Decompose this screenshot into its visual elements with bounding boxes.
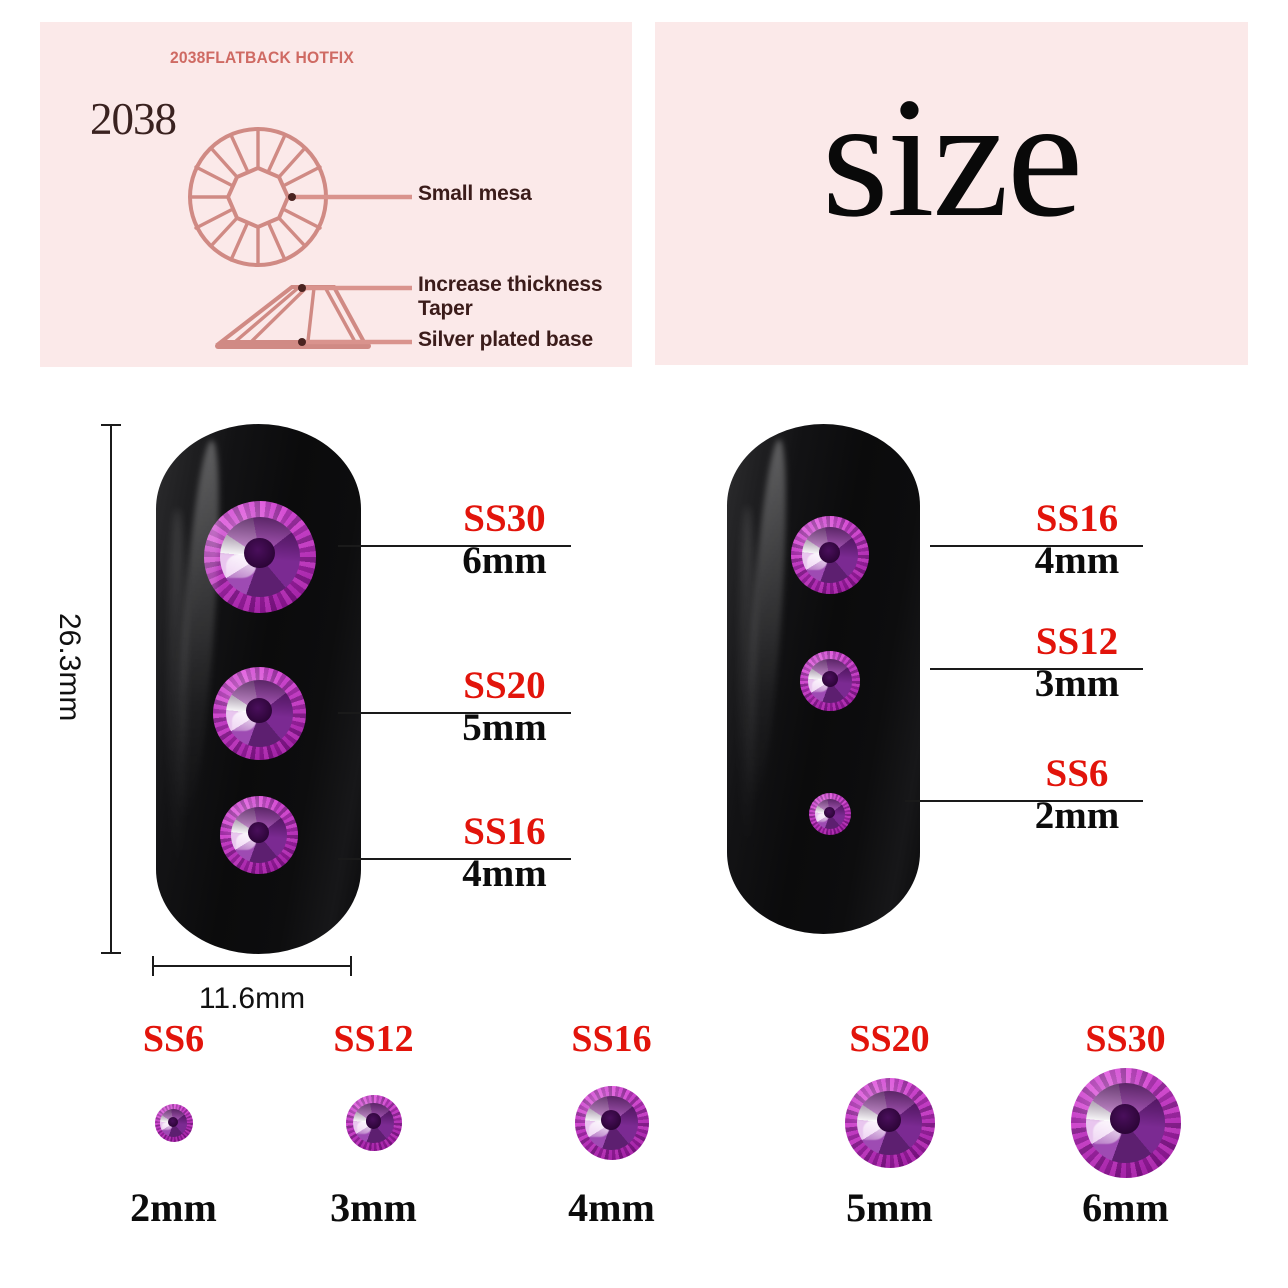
label-increase-thickness: Increase thickness — [418, 273, 603, 296]
size-label-ss12-mm: 3mm — [1034, 662, 1120, 706]
nail-gloss-highlight — [168, 508, 187, 880]
label-silver-plated-base: Silver plated base — [418, 328, 593, 351]
size-label-ss16-right: SS16 4mm — [1022, 497, 1132, 583]
comparison-item-ss30: SS30 6mm — [1042, 1020, 1209, 1228]
size-label-ss16-left: SS16 4mm — [452, 810, 557, 896]
comparison-ss12-mm: 3mm — [330, 1185, 417, 1230]
comparison-ss30-mm: 6mm — [1082, 1185, 1169, 1230]
size-heading: size — [821, 63, 1083, 253]
size-label-ss30-mm: 6mm — [462, 539, 547, 583]
size-label-ss6-mm: 2mm — [1034, 794, 1120, 838]
comparison-ss6-stage — [90, 1058, 257, 1188]
comparison-stone-ss30 — [1070, 1068, 1181, 1178]
comparison-item-ss16: SS16 4mm — [528, 1020, 695, 1228]
diagram-leader-dots — [288, 193, 306, 346]
size-label-ss6: SS6 2mm — [1022, 752, 1132, 838]
label-small-mesa: Small mesa — [418, 182, 532, 205]
product-code: 2038 — [90, 94, 177, 144]
stone-ss20-on-nail — [213, 667, 306, 760]
stone-ss16-on-nail — [220, 796, 298, 874]
comparison-ss16-stage — [528, 1058, 695, 1188]
size-label-ss20-mm: 5mm — [462, 706, 547, 750]
stone-ss30-on-nail — [204, 501, 316, 613]
comparison-item-ss20: SS20 5mm — [806, 1020, 973, 1228]
leader-line-ss16-right — [930, 545, 1143, 547]
dimension-line-width — [152, 956, 352, 976]
size-label-ss30: SS30 6mm — [452, 497, 557, 583]
diagram-leader-lines — [292, 194, 412, 345]
spec-panel-title: 2038FLATBACK HOTFIX — [170, 48, 354, 67]
comparison-ss30-stage — [1042, 1058, 1209, 1188]
leader-line-ss12 — [930, 668, 1143, 670]
size-label-ss6-code: SS6 — [1045, 752, 1109, 795]
size-label-ss12: SS12 3mm — [1022, 620, 1132, 706]
comparison-ss20-mm: 5mm — [846, 1185, 933, 1230]
stone-ss16-on-nail-right — [791, 516, 869, 594]
leader-line-ss6 — [905, 800, 1143, 802]
nail-sample-right — [727, 424, 920, 934]
comparison-ss20-stage — [806, 1058, 973, 1188]
size-label-ss20: SS20 5mm — [452, 664, 557, 750]
size-label-ss30-code: SS30 — [463, 497, 546, 540]
leader-line-ss16-left — [338, 858, 571, 860]
label-taper: Taper — [418, 297, 473, 320]
dimension-line-height — [101, 424, 121, 954]
stone-ss6-on-nail — [809, 793, 851, 835]
size-title-panel: size — [655, 22, 1248, 365]
comparison-stone-ss16 — [574, 1086, 649, 1160]
leader-line-ss20 — [338, 712, 571, 714]
size-label-ss20-code: SS20 — [463, 664, 546, 707]
size-label-ss16-right-code: SS16 — [1035, 497, 1119, 540]
comparison-ss20-code: SS20 — [849, 1018, 930, 1060]
comparison-item-ss12: SS12 3mm — [290, 1020, 457, 1228]
comparison-ss12-code: SS12 — [333, 1018, 414, 1060]
comparison-stone-ss20 — [844, 1078, 935, 1168]
comparison-ss6-code: SS6 — [142, 1018, 205, 1060]
stone-ss12-on-nail — [800, 651, 860, 711]
nail-gloss-highlight — [738, 505, 756, 863]
flatback-structure-diagram — [188, 127, 412, 349]
comparison-stone-ss6 — [154, 1104, 193, 1142]
comparison-ss16-mm: 4mm — [568, 1185, 655, 1230]
comparison-ss16-code: SS16 — [571, 1018, 652, 1060]
spec-diagram-panel: 2038FLATBACK HOTFIX 2038 — [40, 22, 632, 367]
size-label-ss16-left-mm: 4mm — [462, 852, 547, 896]
nail-sample-left — [156, 424, 361, 954]
dimension-text-height: 26.3mm — [53, 613, 86, 722]
comparison-stone-ss12 — [345, 1095, 402, 1151]
comparison-ss6-mm: 2mm — [130, 1185, 217, 1230]
comparison-ss12-stage — [290, 1058, 457, 1188]
side-view-facet-lines — [234, 286, 356, 343]
size-label-ss12-code: SS12 — [1035, 620, 1119, 663]
dimension-text-width: 11.6mm — [198, 982, 306, 1015]
leader-line-ss30 — [338, 545, 571, 547]
comparison-ss30-code: SS30 — [1085, 1018, 1166, 1060]
size-label-ss16-left-code: SS16 — [463, 810, 546, 853]
top-view-facet-spokes — [188, 127, 328, 267]
size-label-ss16-right-mm: 4mm — [1034, 539, 1120, 583]
comparison-item-ss6: SS6 2mm — [90, 1020, 257, 1228]
